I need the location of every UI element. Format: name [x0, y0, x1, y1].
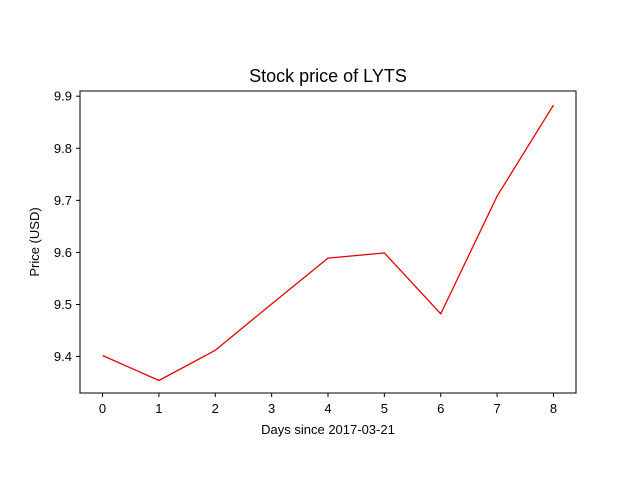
y-tick-label: 9.9	[54, 89, 72, 104]
y-tick-label: 9.5	[54, 297, 72, 312]
y-tick-label: 9.4	[54, 349, 72, 364]
x-tick-label: 1	[155, 401, 162, 416]
y-tick-label: 9.6	[54, 245, 72, 260]
plot-area: 0 1 2 3 4 5 6 7 8 9.4 9.5 9.6 9.7 9.8 9.9	[54, 89, 577, 416]
y-tick-label: 9.8	[54, 141, 72, 156]
x-tick-label: 6	[437, 401, 444, 416]
x-tick-label: 0	[99, 401, 106, 416]
x-tick-label: 5	[381, 401, 388, 416]
x-tick-label: 7	[493, 401, 500, 416]
series-line-0	[102, 104, 555, 382]
x-axis-label: Days since 2017-03-21	[261, 422, 395, 437]
y-tick-label: 9.7	[54, 193, 72, 208]
x-tick-label: 4	[324, 401, 331, 416]
x-tick-label: 2	[212, 401, 219, 416]
chart-title: Stock price of LYTS	[249, 66, 407, 86]
x-tick-label: 3	[268, 401, 275, 416]
x-tick-label: 8	[550, 401, 557, 416]
y-axis-label: Price (USD)	[27, 207, 42, 276]
